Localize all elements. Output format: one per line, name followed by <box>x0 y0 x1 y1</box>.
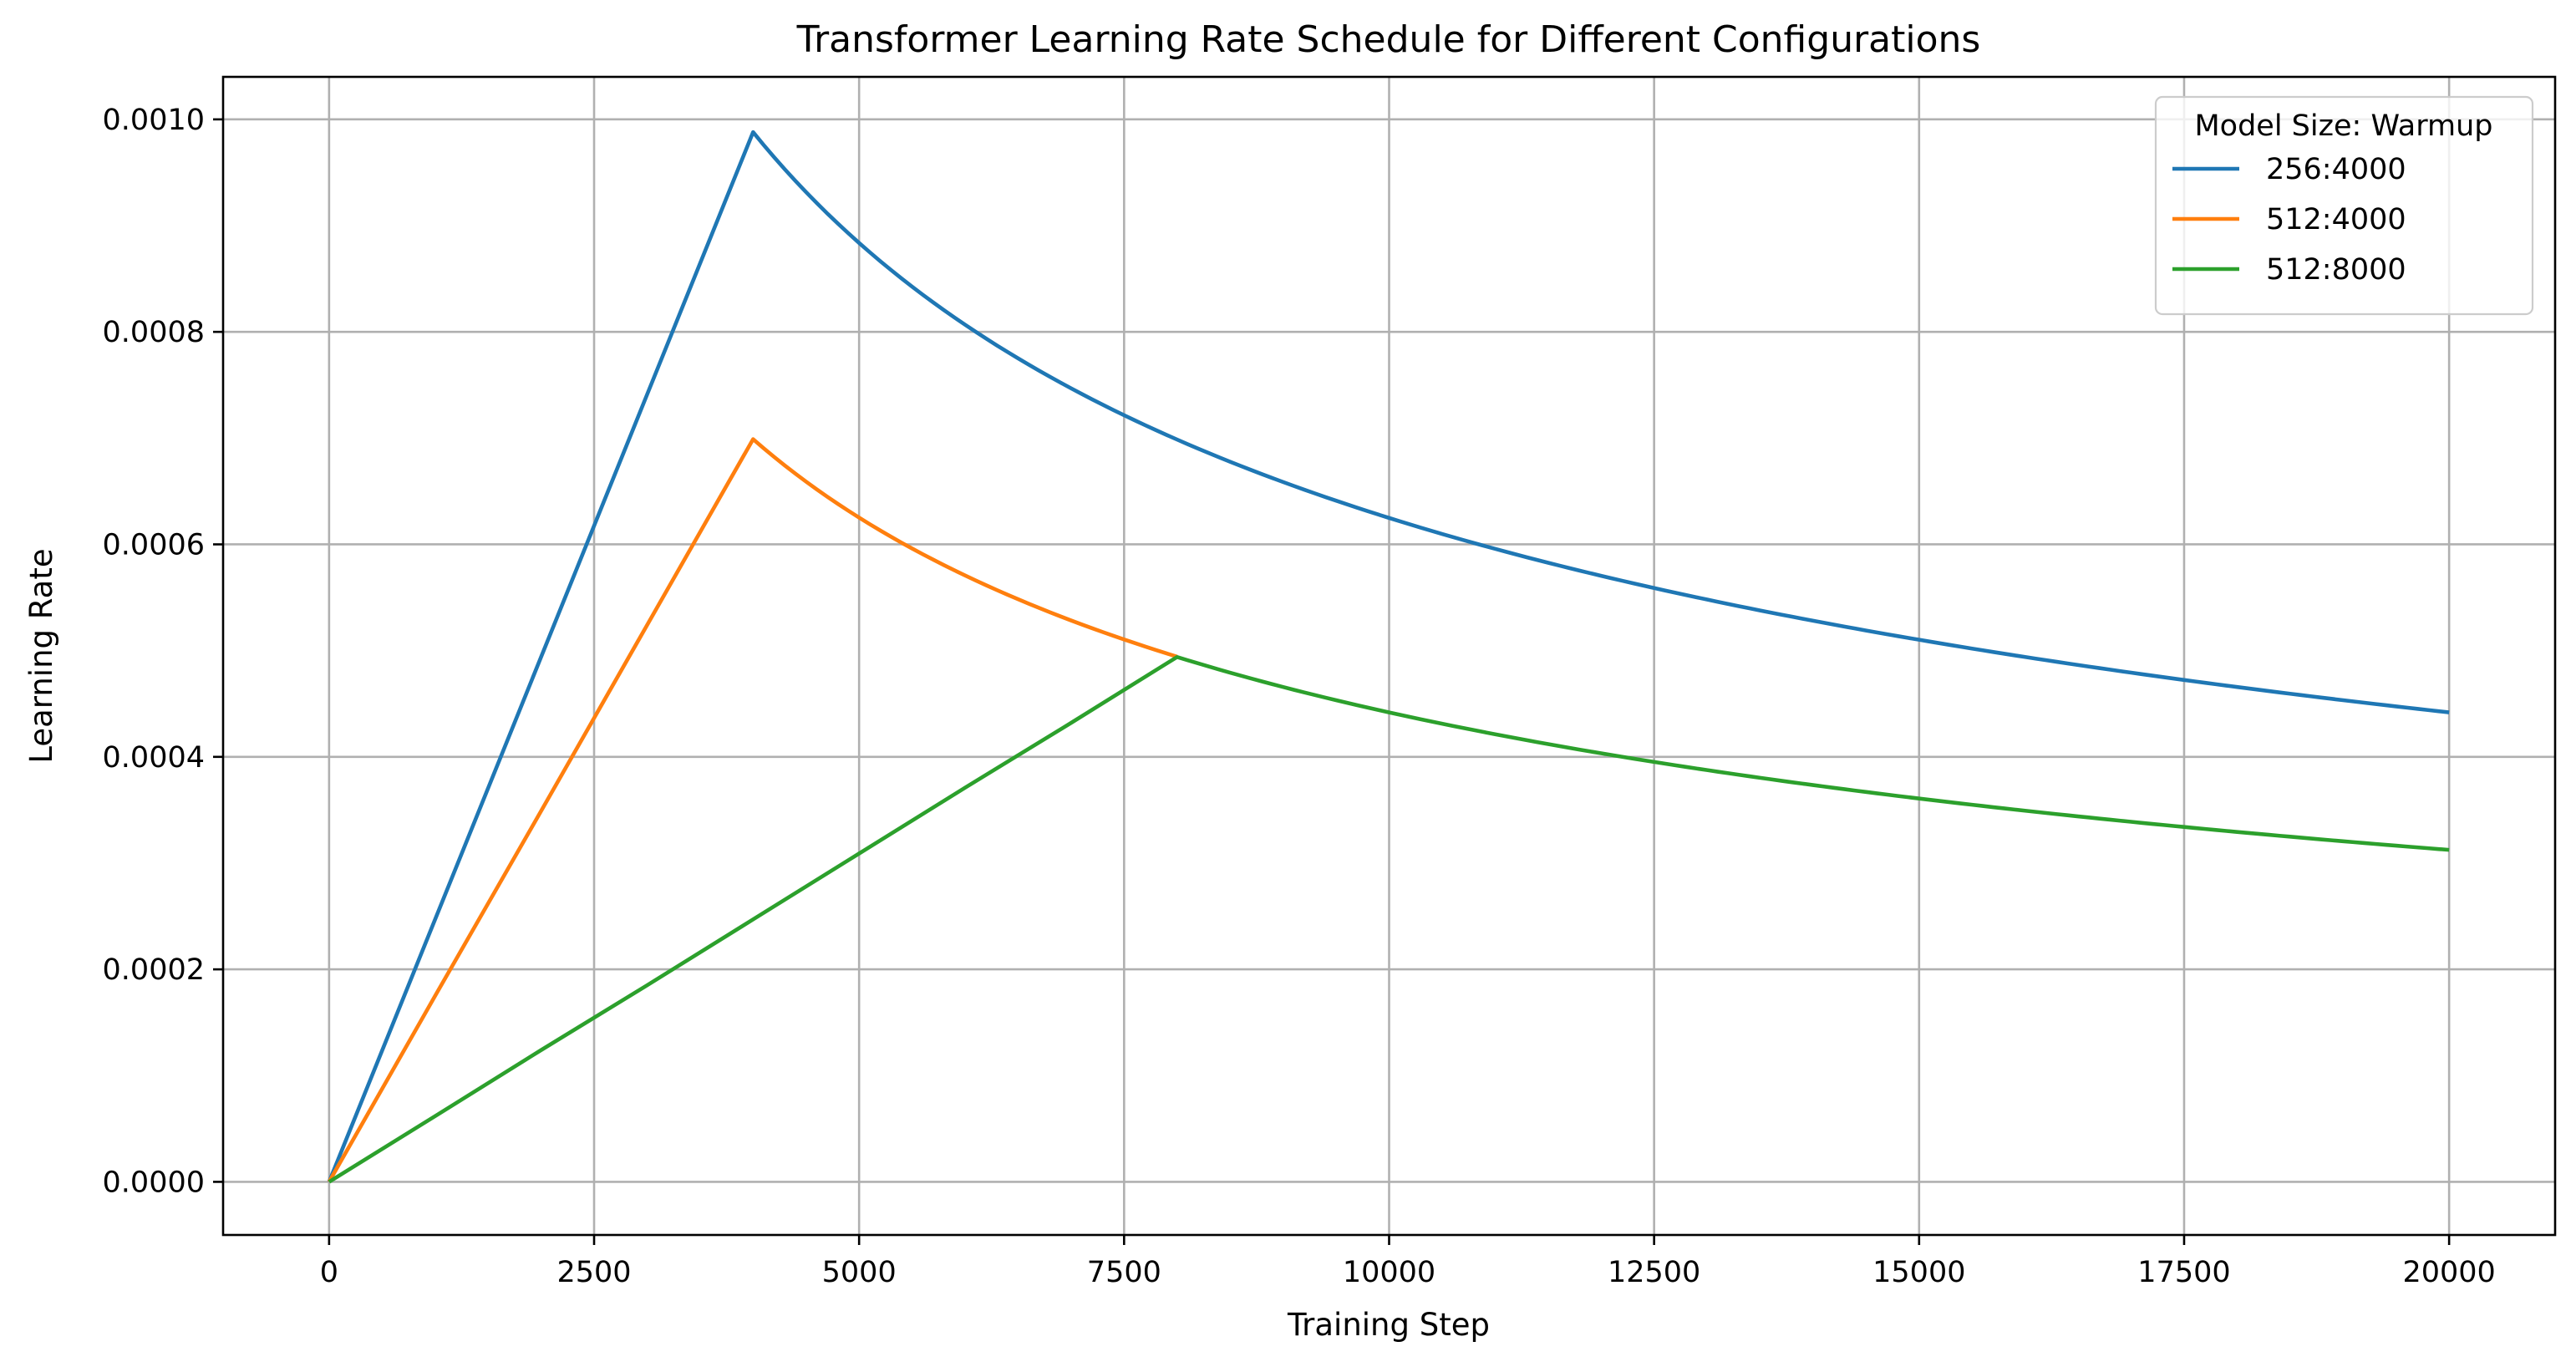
series-line-512-4000 <box>327 437 1178 1183</box>
legend-label: 512:4000 <box>2266 203 2406 236</box>
x-tick-label: 17500 <box>2137 1256 2230 1289</box>
legend: Model Size: Warmup 256:4000 512:4000 512:8… <box>2154 95 2534 316</box>
x-tick-label: 2500 <box>556 1256 631 1289</box>
series-line-256-4000 <box>327 130 2450 1183</box>
series-line-512-8000 <box>328 654 2450 1184</box>
series-layer <box>327 130 2450 1184</box>
y-tick-label: 0.0010 <box>103 104 205 137</box>
tick-layer: 0 2500 5000 7500 10000 12500 15000 17500 20000 0.… <box>103 104 2496 1289</box>
y-tick-label: 0.0008 <box>103 316 205 349</box>
x-tick-label: 0 <box>320 1256 338 1289</box>
y-tick-label: 0.0002 <box>103 953 205 987</box>
y-tick-label: 0.0000 <box>103 1166 205 1199</box>
x-tick-label: 10000 <box>1343 1256 1435 1289</box>
x-axis-label: Training Step <box>1287 1307 1490 1343</box>
chart-title: Transformer Learning Rate Schedule for D… <box>796 18 1981 61</box>
x-tick-label: 7500 <box>1087 1256 1161 1289</box>
legend-box <box>2154 95 2534 316</box>
legend-entries: 256:4000 512:4000 512:8000 <box>2172 153 2406 287</box>
legend-label: 256:4000 <box>2266 153 2406 186</box>
legend-title: Model Size: Warmup <box>2194 109 2492 143</box>
y-axis-label: Learning Rate <box>23 548 59 763</box>
x-tick-label: 15000 <box>1872 1256 1965 1289</box>
legend-label: 512:8000 <box>2266 253 2406 287</box>
x-tick-label: 20000 <box>2402 1256 2495 1289</box>
x-tick-label: 5000 <box>822 1256 897 1289</box>
y-tick-label: 0.0006 <box>103 528 205 562</box>
y-tick-label: 0.0004 <box>103 741 205 775</box>
x-tick-label: 12500 <box>1608 1256 1700 1289</box>
